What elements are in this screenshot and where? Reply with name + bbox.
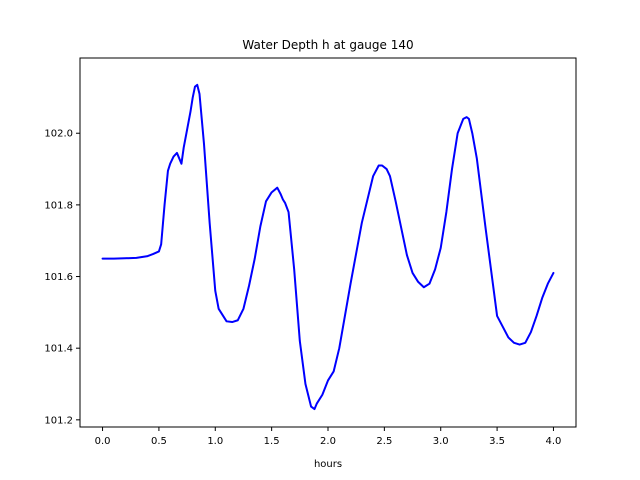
x-axis-ticks: 0.0 0.5 1.0 1.5 2.0 2.5 3.0 3.5 4.0 — [95, 427, 562, 447]
chart-title: Water Depth h at gauge 140 — [242, 38, 413, 52]
plot-area — [101, 83, 555, 411]
y-tick-label: 102.0 — [44, 129, 73, 140]
x-tick-label: 4.0 — [546, 436, 562, 447]
y-tick-label: 101.2 — [44, 415, 73, 426]
y-tick-label: 101.4 — [44, 344, 73, 355]
x-tick-label: 0.0 — [95, 436, 111, 447]
x-axis-title: hours — [314, 459, 342, 470]
x-tick-label: 2.5 — [376, 436, 392, 447]
y-axis-ticks: 101.2 101.4 101.6 101.8 102.0 — [44, 129, 80, 426]
x-tick-label: 3.5 — [489, 436, 505, 447]
y-tick-label: 101.8 — [44, 200, 73, 211]
series-line — [101, 83, 555, 411]
x-tick-label: 0.5 — [151, 436, 167, 447]
x-tick-label: 3.0 — [433, 436, 449, 447]
x-tick-label: 1.0 — [207, 436, 223, 447]
x-tick-label: 1.5 — [264, 436, 280, 447]
x-tick-label: 2.0 — [320, 436, 336, 447]
y-tick-label: 101.6 — [44, 272, 73, 283]
